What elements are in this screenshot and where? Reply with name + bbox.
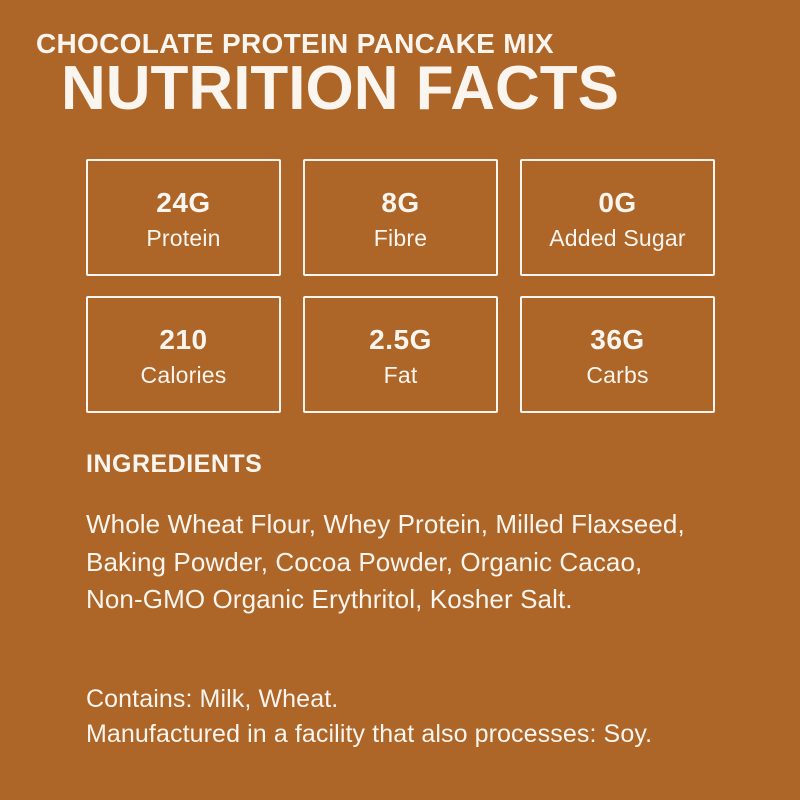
- carbs-value: 36G: [590, 324, 645, 355]
- carbs-label: Carbs: [586, 362, 649, 388]
- fibre-label: Fibre: [373, 225, 428, 251]
- fat-label: Fat: [383, 362, 418, 388]
- ingredients-text: Whole Wheat Flour, Whey Protein, Milled …: [86, 509, 685, 614]
- page-title: NUTRITION FACTS: [61, 54, 619, 123]
- nutrition-box-carbs: 36G Carbs: [520, 296, 715, 413]
- product-name: CHOCOLATE PROTEIN PANCAKE MIX: [36, 28, 554, 59]
- allergen-contains-statement: Contains: Milk, Wheat.: [86, 685, 339, 713]
- calories-label: Calories: [140, 362, 227, 388]
- nutrition-box-protein: 24G Protein: [86, 159, 281, 276]
- calories-value: 210: [159, 324, 208, 355]
- nutrition-box-calories: 210 Calories: [86, 296, 281, 413]
- nutrition-box-added-sugar: 0G Added Sugar: [520, 159, 715, 276]
- fat-value: 2.5G: [369, 324, 432, 355]
- added-sugar-label: Added Sugar: [549, 225, 686, 251]
- added-sugar-value: 0G: [598, 187, 637, 218]
- protein-value: 24G: [156, 187, 211, 218]
- ingredients-heading: INGREDIENTS: [86, 450, 263, 478]
- allergen-facility-statement: Manufactured in a facility that also pro…: [86, 720, 653, 748]
- nutrition-box-fat: 2.5G Fat: [303, 296, 498, 413]
- protein-label: Protein: [146, 225, 221, 251]
- nutrition-grid: 24G Protein 8G Fibre 0G Added Sugar 210 …: [86, 159, 715, 413]
- nutrition-box-fibre: 8G Fibre: [303, 159, 498, 276]
- fibre-value: 8G: [381, 187, 420, 218]
